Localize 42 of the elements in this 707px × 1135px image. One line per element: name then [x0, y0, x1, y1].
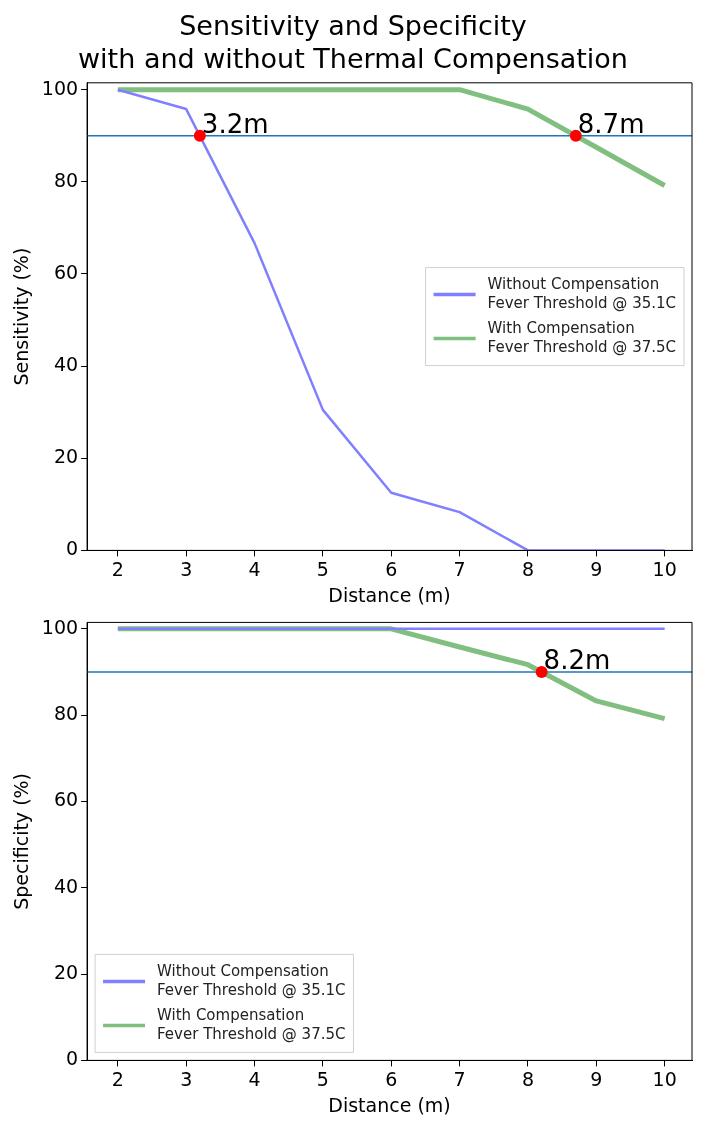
x-axis-title: Distance (m) [328, 1093, 451, 1116]
legend-label: Without Compensation Fever Threshold @ 35.1C [487, 274, 677, 312]
y-axis-title: Sensitivity (%) [10, 247, 33, 386]
x-tick-label: 9 [590, 1067, 603, 1090]
x-tick-label: 4 [248, 1067, 261, 1090]
x-tick-label: 3 [180, 557, 193, 580]
annotation: 8.2m [543, 644, 611, 675]
x-tick-label: 7 [453, 557, 466, 580]
x-tick-label: 2 [111, 1067, 124, 1090]
y-tick-label: 60 [53, 260, 79, 283]
x-tick-label: 6 [385, 1067, 398, 1090]
y-tick-label: 40 [53, 353, 79, 376]
y-tick-label: 80 [53, 168, 79, 191]
legend-label: With Compensation Fever Threshold @ 37.5C [157, 1005, 346, 1043]
y-tick-label: 80 [53, 702, 79, 725]
y-tick-label: 20 [53, 445, 79, 468]
annotation: 8.7m [577, 108, 645, 139]
x-axis-title: Distance (m) [328, 583, 451, 606]
legend-label: With Compensation Fever Threshold @ 37.5C [487, 318, 677, 356]
x-tick-label: 7 [453, 1067, 466, 1090]
x-tick-label: 6 [385, 557, 398, 580]
y-tick-label: 40 [53, 874, 79, 897]
y-tick-label: 0 [65, 1047, 79, 1070]
x-tick-label: 10 [652, 1067, 677, 1090]
x-tick-label: 10 [652, 557, 677, 580]
x-tick-label: 5 [316, 1067, 329, 1090]
legend-label: Without Compensation Fever Threshold @ 35.1C [157, 961, 346, 999]
x-tick-label: 4 [248, 557, 261, 580]
x-tick-label: 2 [111, 557, 124, 580]
chart-title: Sensitivity and Specificity with and without Thermal Compensation [78, 10, 628, 74]
y-tick-label: 100 [41, 615, 79, 638]
x-tick-label: 9 [590, 557, 603, 580]
x-tick-label: 5 [316, 557, 329, 580]
annotation: 3.2m [201, 108, 269, 139]
y-tick-label: 60 [53, 788, 79, 811]
y-tick-label: 100 [41, 76, 79, 99]
x-tick-label: 3 [180, 1067, 193, 1090]
x-tick-label: 8 [521, 1067, 534, 1090]
x-tick-label: 8 [521, 557, 534, 580]
y-axis-title: Specificity (%) [10, 772, 33, 910]
y-tick-label: 20 [53, 961, 79, 984]
y-tick-label: 0 [65, 537, 79, 560]
